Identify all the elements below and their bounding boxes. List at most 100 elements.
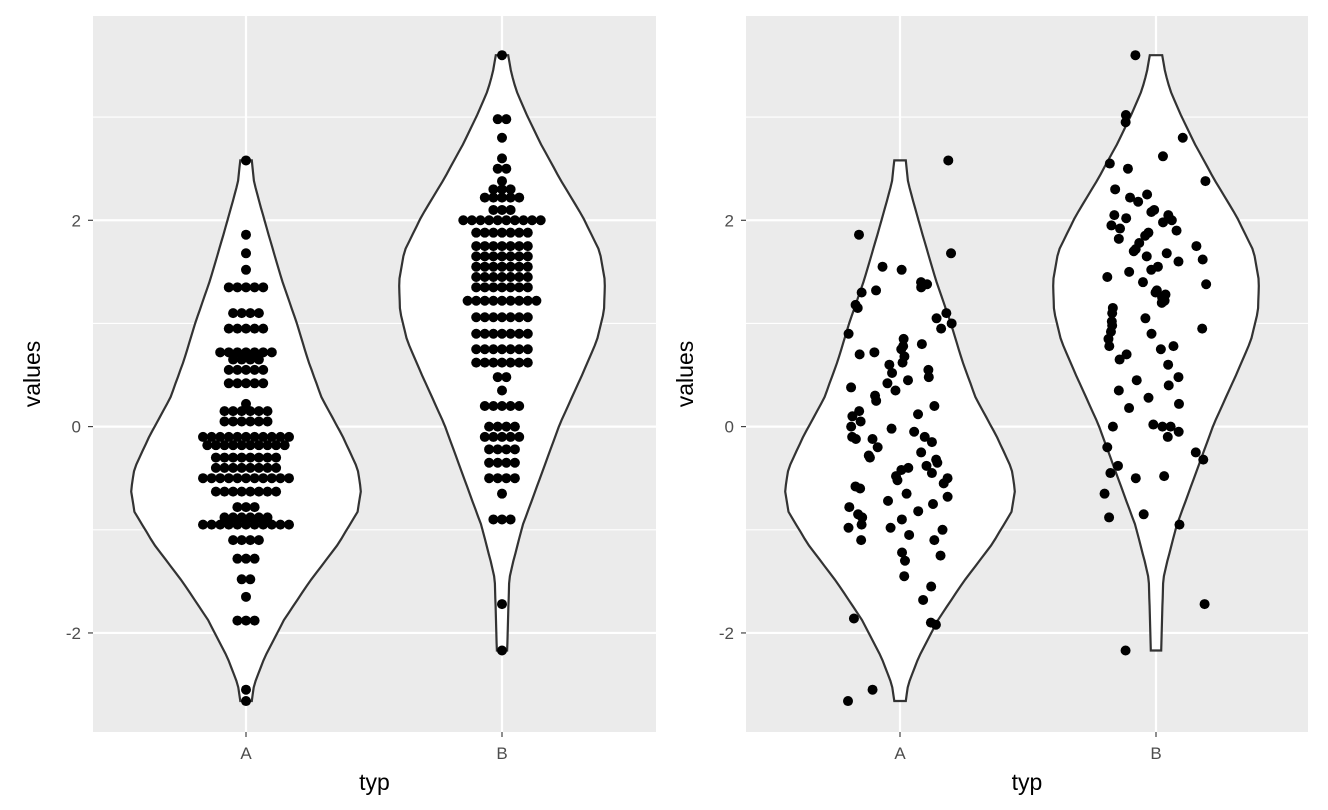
data-point — [514, 431, 525, 442]
data-point — [245, 462, 256, 473]
data-point — [1149, 204, 1160, 215]
data-point — [1163, 359, 1174, 370]
data-point — [505, 227, 516, 238]
data-point — [228, 416, 239, 427]
data-point — [198, 431, 208, 442]
data-point — [219, 452, 230, 463]
data-point — [249, 282, 260, 293]
data-point — [258, 431, 269, 442]
data-point — [253, 308, 264, 319]
data-point — [501, 444, 512, 455]
data-point — [232, 378, 243, 389]
data-point — [943, 155, 954, 166]
data-point — [931, 454, 942, 465]
data-point — [505, 241, 516, 252]
data-point — [249, 473, 260, 484]
data-point — [856, 519, 867, 530]
data-point — [1143, 227, 1154, 238]
data-point — [241, 229, 251, 240]
data-point — [844, 502, 855, 513]
data-point — [488, 344, 499, 355]
data-point — [935, 550, 946, 561]
data-point — [505, 514, 516, 525]
data-point — [471, 261, 482, 272]
data-point — [488, 282, 499, 293]
data-point — [249, 615, 260, 626]
data-point — [497, 204, 507, 215]
data-point — [514, 251, 525, 262]
data-point — [514, 328, 525, 339]
data-point — [1121, 349, 1132, 360]
data-point — [890, 385, 901, 396]
data-point — [1190, 447, 1201, 458]
data-point — [527, 215, 538, 226]
data-point — [488, 251, 499, 262]
data-point — [479, 241, 490, 252]
data-point — [497, 132, 507, 143]
data-point — [853, 509, 864, 520]
data-point — [522, 251, 533, 262]
data-point — [1168, 341, 1179, 352]
data-point — [262, 416, 273, 427]
data-point — [245, 512, 256, 523]
data-point — [926, 437, 937, 448]
data-point — [271, 462, 282, 473]
data-point — [236, 486, 247, 497]
data-point — [909, 426, 920, 437]
data-point — [488, 431, 499, 442]
data-point — [245, 406, 256, 417]
data-point — [505, 282, 516, 293]
data-point — [1152, 261, 1163, 272]
data-point — [1120, 117, 1131, 128]
data-point — [488, 272, 499, 283]
data-point — [505, 344, 516, 355]
data-point — [210, 452, 221, 463]
data-point — [916, 447, 927, 458]
data-point — [1099, 488, 1110, 499]
data-point — [219, 486, 230, 497]
data-point — [501, 372, 512, 383]
data-point — [1125, 192, 1136, 203]
data-point — [505, 261, 516, 272]
data-point — [479, 312, 490, 323]
data-point — [262, 486, 273, 497]
data-point — [501, 421, 512, 432]
x-tick-label: B — [1150, 744, 1161, 763]
data-point — [848, 613, 859, 624]
data-point — [522, 261, 533, 272]
data-point — [1200, 176, 1211, 187]
data-point — [514, 227, 525, 238]
data-point — [518, 215, 529, 226]
data-point — [505, 184, 516, 195]
data-point — [206, 519, 217, 530]
data-point — [1104, 158, 1115, 169]
data-point — [479, 328, 490, 339]
data-point — [236, 416, 247, 427]
data-point — [926, 581, 937, 592]
data-point — [219, 406, 230, 417]
data-point — [241, 323, 251, 334]
data-point — [1162, 431, 1173, 442]
data-point — [215, 473, 226, 484]
data-point — [232, 364, 243, 375]
data-point — [514, 192, 525, 203]
data-point — [241, 615, 251, 626]
data-point — [883, 495, 894, 506]
data-point — [262, 452, 273, 463]
data-point — [471, 328, 482, 339]
data-point — [228, 462, 239, 473]
data-point — [1138, 509, 1149, 520]
data-point — [215, 347, 226, 358]
data-point — [253, 535, 264, 546]
data-point — [1163, 380, 1174, 391]
data-point — [1115, 223, 1126, 234]
data-point — [522, 282, 533, 293]
data-point — [916, 277, 927, 288]
data-point — [501, 114, 512, 125]
data-point — [232, 553, 243, 564]
data-point — [266, 473, 277, 484]
data-point — [898, 341, 909, 352]
data-point — [877, 261, 888, 272]
